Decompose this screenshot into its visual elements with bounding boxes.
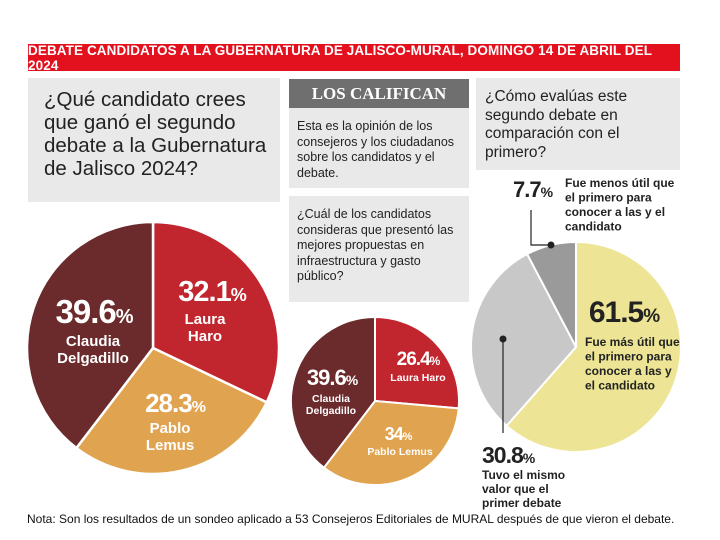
pie3-slice-1	[505, 240, 682, 453]
pie3-value-menos: 7.7%	[513, 177, 554, 202]
pie3-label-menos: Fue menos útil que el primero para conocer…	[565, 176, 675, 234]
pie3-value-mismo: 30.8%	[482, 442, 536, 468]
pie2-label-laura: Laura Haro	[390, 372, 445, 384]
pie3-leader-dot-mismo	[499, 335, 507, 343]
pie3-label-mas: Fue más útil que el primero para conocer a…	[585, 335, 680, 393]
pie3-label-mismo: Tuvo el mismo valor que el primer debate	[482, 468, 565, 510]
pie2-slice-1	[374, 315, 461, 410]
title-banner: DEBATE CANDIDATOS A LA GUBERNATURA DE JA…	[28, 43, 680, 73]
pie1-slice-1	[151, 220, 281, 405]
pie1-value-laura: 32.1%	[178, 276, 246, 308]
question-2-panel: ¿Cuál de los candidatos consideras que p…	[289, 196, 469, 302]
pie1-label-claudia: Claudia Delgadillo	[57, 333, 129, 367]
pie2-value-laura: 26.4%	[397, 349, 441, 370]
question-2-text: ¿Cuál de los candidatos consideras que p…	[297, 207, 454, 283]
pie1-label-laura: Laura Haro	[185, 311, 227, 345]
califican-header: LOS CALIFICAN	[289, 79, 469, 108]
pie3-leader-dot-menos	[547, 241, 555, 249]
califican-panel: Esta es la opinión de los consejeros y l…	[289, 108, 469, 188]
footnote: Nota: Son los resultados de un sondeo ap…	[27, 512, 675, 526]
question-1-panel: ¿Qué candidato crees que ganó el segundo…	[28, 78, 280, 202]
pie2-label-pablo: Pablo Lemus	[367, 446, 433, 458]
pie3-slice-2	[470, 252, 578, 428]
pie1-slice-2	[74, 346, 269, 476]
pie2-slice-2	[322, 399, 460, 486]
question-3-text: ¿Cómo evalúas este segundo debate en com…	[485, 88, 628, 161]
pie2-label-claudia: Claudia Delgadillo	[306, 393, 356, 417]
question-3-panel: ¿Cómo evalúas este segundo debate en com…	[476, 78, 680, 170]
pie1-label-pablo: Pablo Lemus	[146, 420, 194, 454]
pie2-slice-3	[290, 315, 376, 470]
question-1-text: ¿Qué candidato crees que ganó el segundo…	[44, 88, 267, 180]
pie1-value-claudia: 39.6%	[55, 293, 133, 330]
califican-text: Esta es la opinión de los consejeros y l…	[297, 119, 455, 180]
pie1-slice-3	[25, 220, 155, 450]
pie3-value-mas: 61.5%	[589, 296, 660, 329]
pie1-value-pablo: 28.3%	[145, 388, 206, 418]
pie2-value-claudia: 39.6%	[307, 365, 359, 390]
pie3-leader-line-menos	[530, 210, 551, 246]
pie2-value-pablo: 34%	[385, 424, 413, 444]
